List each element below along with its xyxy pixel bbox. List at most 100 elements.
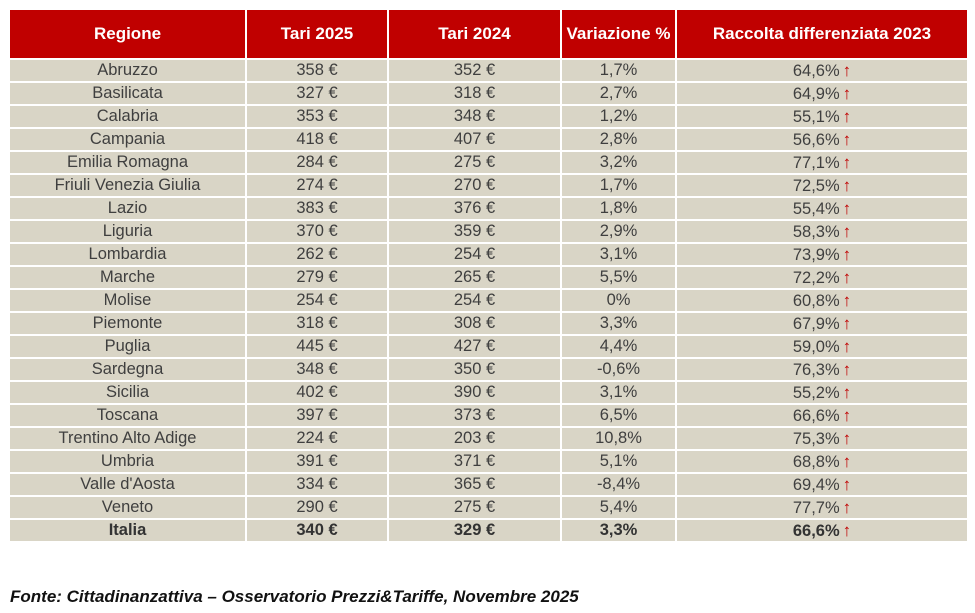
raccolta-value: 72,5% — [792, 176, 840, 195]
raccolta-value: 72,2% — [792, 268, 840, 287]
cell-variazione: 2,7% — [560, 81, 677, 106]
raccolta-value: 69,4% — [792, 475, 840, 494]
cell-raccolta: 58,3% ↑ — [675, 219, 969, 244]
raccolta-value: 55,4% — [792, 199, 840, 218]
cell-tari-2025: 262 € — [245, 242, 389, 267]
cell-tari-2024: 265 € — [387, 265, 562, 290]
cell-tari-2025: 279 € — [245, 265, 389, 290]
cell-raccolta: 77,7% ↑ — [675, 495, 969, 520]
cell-raccolta: 55,4% ↑ — [675, 196, 969, 221]
up-arrow-icon: ↑ — [842, 405, 852, 425]
up-arrow-icon: ↑ — [842, 106, 852, 126]
raccolta-value: 76,3% — [792, 360, 840, 379]
cell-regione: Toscana — [8, 403, 247, 428]
table-row: Emilia Romagna 284 € 275 € 3,2% 77,1% ↑ — [8, 150, 969, 175]
cell-raccolta: 55,2% ↑ — [675, 380, 969, 405]
cell-tari-2025: 340 € — [245, 518, 389, 543]
up-arrow-icon: ↑ — [842, 497, 852, 517]
cell-variazione: 6,5% — [560, 403, 677, 428]
table-row: Calabria 353 € 348 € 1,2% 55,1% ↑ — [8, 104, 969, 129]
raccolta-value: 56,6% — [792, 130, 840, 149]
cell-tari-2024: 427 € — [387, 334, 562, 359]
cell-tari-2025: 284 € — [245, 150, 389, 175]
cell-tari-2025: 224 € — [245, 426, 389, 451]
cell-tari-2024: 373 € — [387, 403, 562, 428]
raccolta-value: 77,7% — [792, 498, 840, 517]
cell-variazione: 1,7% — [560, 173, 677, 198]
table-row: Marche 279 € 265 € 5,5% 72,2% ↑ — [8, 265, 969, 290]
up-arrow-icon: ↑ — [842, 290, 852, 310]
cell-regione: Basilicata — [8, 81, 247, 106]
cell-regione: Campania — [8, 127, 247, 152]
cell-regione: Italia — [8, 518, 247, 543]
cell-regione: Friuli Venezia Giulia — [8, 173, 247, 198]
raccolta-value: 64,6% — [792, 61, 840, 80]
cell-variazione: 5,5% — [560, 265, 677, 290]
table-row: Friuli Venezia Giulia 274 € 270 € 1,7% 7… — [8, 173, 969, 198]
table-row: Toscana 397 € 373 € 6,5% 66,6% ↑ — [8, 403, 969, 428]
source-note: Fonte: Cittadinanzattiva – Osservatorio … — [10, 587, 579, 606]
cell-regione: Trentino Alto Adige — [8, 426, 247, 451]
cell-tari-2024: 318 € — [387, 81, 562, 106]
col-header-regione: Regione — [8, 8, 247, 60]
cell-raccolta: 73,9% ↑ — [675, 242, 969, 267]
up-arrow-icon: ↑ — [842, 244, 852, 264]
cell-tari-2024: 275 € — [387, 495, 562, 520]
table-row: Molise 254 € 254 € 0% 60,8% ↑ — [8, 288, 969, 313]
cell-variazione: 3,1% — [560, 242, 677, 267]
up-arrow-icon: ↑ — [842, 382, 852, 402]
table-row: Sicilia 402 € 390 € 3,1% 55,2% ↑ — [8, 380, 969, 405]
cell-regione: Emilia Romagna — [8, 150, 247, 175]
cell-raccolta: 64,9% ↑ — [675, 81, 969, 106]
cell-tari-2024: 365 € — [387, 472, 562, 497]
table-row: Lazio 383 € 376 € 1,8% 55,4% ↑ — [8, 196, 969, 221]
up-arrow-icon: ↑ — [842, 428, 852, 448]
cell-regione: Umbria — [8, 449, 247, 474]
raccolta-value: 67,9% — [792, 314, 840, 333]
cell-variazione: 1,7% — [560, 58, 677, 83]
up-arrow-icon: ↑ — [842, 175, 852, 195]
cell-tari-2024: 348 € — [387, 104, 562, 129]
cell-raccolta: 56,6% ↑ — [675, 127, 969, 152]
cell-regione: Piemonte — [8, 311, 247, 336]
cell-variazione: 2,9% — [560, 219, 677, 244]
table-row: Umbria 391 € 371 € 5,1% 68,8% ↑ — [8, 449, 969, 474]
table-row: Piemonte 318 € 308 € 3,3% 67,9% ↑ — [8, 311, 969, 336]
cell-tari-2025: 397 € — [245, 403, 389, 428]
cell-tari-2024: 254 € — [387, 242, 562, 267]
raccolta-value: 66,6% — [792, 521, 840, 540]
cell-raccolta: 75,3% ↑ — [675, 426, 969, 451]
cell-variazione: 0% — [560, 288, 677, 313]
col-header-raccolta-differenziata: Raccolta differenziata 2023 — [675, 8, 969, 60]
cell-regione: Sicilia — [8, 380, 247, 405]
cell-tari-2025: 402 € — [245, 380, 389, 405]
cell-tari-2024: 352 € — [387, 58, 562, 83]
cell-variazione: -8,4% — [560, 472, 677, 497]
cell-tari-2024: 407 € — [387, 127, 562, 152]
up-arrow-icon: ↑ — [842, 221, 852, 241]
table-row: Campania 418 € 407 € 2,8% 56,6% ↑ — [8, 127, 969, 152]
cell-tari-2024: 371 € — [387, 449, 562, 474]
cell-tari-2025: 318 € — [245, 311, 389, 336]
cell-raccolta: 64,6% ↑ — [675, 58, 969, 83]
raccolta-value: 55,2% — [792, 383, 840, 402]
up-arrow-icon: ↑ — [842, 60, 852, 80]
cell-raccolta: 66,6% ↑ — [675, 518, 969, 543]
up-arrow-icon: ↑ — [842, 336, 852, 356]
cell-raccolta: 72,5% ↑ — [675, 173, 969, 198]
up-arrow-icon: ↑ — [842, 129, 852, 149]
table-row: Puglia 445 € 427 € 4,4% 59,0% ↑ — [8, 334, 969, 359]
cell-regione: Marche — [8, 265, 247, 290]
table-row: Trentino Alto Adige 224 € 203 € 10,8% 75… — [8, 426, 969, 451]
table-row: Liguria 370 € 359 € 2,9% 58,3% ↑ — [8, 219, 969, 244]
up-arrow-icon: ↑ — [842, 83, 852, 103]
cell-raccolta: 69,4% ↑ — [675, 472, 969, 497]
cell-variazione: 5,4% — [560, 495, 677, 520]
raccolta-value: 58,3% — [792, 222, 840, 241]
cell-variazione: 4,4% — [560, 334, 677, 359]
cell-variazione: 3,1% — [560, 380, 677, 405]
cell-regione: Liguria — [8, 219, 247, 244]
up-arrow-icon: ↑ — [842, 152, 852, 172]
up-arrow-icon: ↑ — [842, 520, 852, 540]
